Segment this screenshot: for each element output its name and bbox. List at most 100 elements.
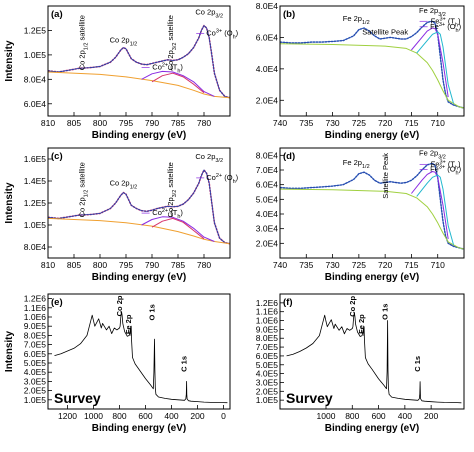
y-tick-label: 1.4E5 (24, 176, 46, 186)
x-tick-label: 715 (404, 118, 418, 128)
peak-annotation: Fe 2p3/2 (419, 148, 446, 160)
y-tick-label: 7.0E5 (256, 342, 278, 352)
peak-annotation: Co 2p (348, 296, 357, 317)
x-tick-label: 810 (41, 260, 55, 270)
y-tick-label: 4.0E4 (256, 209, 278, 219)
x-tick-label: 1200 (58, 411, 77, 421)
plot-frame (279, 147, 465, 259)
y-tick-label: 7.0E5 (24, 340, 46, 350)
x-tick-label: 400 (398, 411, 412, 421)
y-tick-label: 4.0E4 (256, 64, 278, 74)
x-tick-label: 715 (404, 260, 418, 270)
peak-annotation: Co 2p3/2 satellite (166, 162, 178, 217)
x-tick-label: 805 (67, 260, 81, 270)
x-tick-label: 780 (197, 260, 211, 270)
series-fit-1 (279, 20, 465, 109)
y-axis-label: Intensity (4, 331, 15, 373)
x-axis-label: Binding energy (eV) (92, 423, 186, 434)
plot-frame (47, 293, 231, 410)
y-tick-label: 4.0E5 (24, 367, 46, 377)
x-tick-label: 800 (112, 411, 126, 421)
y-tick-label: 1.2E6 (24, 294, 46, 304)
x-tick-label: 790 (145, 260, 159, 270)
y-tick-label: 2.0E4 (256, 238, 278, 248)
x-tick-label: 400 (164, 411, 178, 421)
x-tick-label: 720 (378, 118, 392, 128)
panel-label: (d) (283, 151, 295, 162)
y-tick-label: 1.0E6 (24, 312, 46, 322)
series-raw-0 (54, 311, 228, 404)
series-component-3 (141, 70, 215, 97)
peak-annotation: Co 2p1/2 satellite (77, 162, 89, 217)
y-tick-label: 9.0E5 (256, 324, 278, 334)
series-component-3 (411, 27, 449, 98)
y-tick-label: 1.1E6 (256, 307, 278, 317)
x-tick-label: 810 (41, 118, 55, 128)
peak-annotation: Co 2p (115, 295, 124, 316)
x-axis-label: Binding energy (eV) (325, 272, 419, 283)
y-axis-label: Intensity (4, 182, 15, 224)
panel-label: (f) (283, 297, 293, 308)
peak-annotation: Fe 2p (357, 314, 366, 334)
x-tick-label: 200 (190, 411, 204, 421)
y-tick-label: 8.0E4 (24, 74, 46, 84)
series-raw-0 (286, 312, 462, 404)
x-tick-label: 795 (119, 260, 133, 270)
y-tick-label: 6.0E4 (256, 180, 278, 190)
panel-label: (b) (283, 9, 295, 20)
x-tick-label: 725 (352, 260, 366, 270)
y-tick-label: 3.0E4 (256, 224, 278, 234)
panel-label: (c) (51, 151, 63, 162)
series-background-2 (47, 217, 231, 245)
y-tick-label: 1.0E5 (256, 395, 278, 405)
panel-d: 740 735 730 725 720 715 710 2.0E4 3.0E4 4.0E4 5.0E… (256, 147, 465, 283)
peak-annotation: Co 2p3/2 satellite (166, 15, 178, 70)
y-tick-label: 6.0E5 (24, 349, 46, 359)
x-tick-label: 805 (67, 118, 81, 128)
y-tick-label: 8.0E4 (24, 242, 46, 252)
y-tick-label: 4.0E5 (256, 369, 278, 379)
peak-annotation: Fe 2p (124, 314, 133, 334)
y-tick-label: 3.0E5 (24, 376, 46, 386)
y-tick-label: 2.0E5 (256, 386, 278, 396)
y-tick-label: 7.0E4 (256, 165, 278, 175)
x-tick-label: 800 (345, 411, 359, 421)
x-tick-label: 800 (93, 118, 107, 128)
y-tick-label: 8.0E4 (256, 150, 278, 160)
series-fit-1 (47, 169, 231, 245)
panel-label: (e) (51, 297, 63, 308)
panel-b: 740 735 730 725 720 715 710 2.0E4 4.0E4 6.0E4 8.0E… (256, 1, 465, 141)
y-tick-label: 5.0E5 (256, 360, 278, 370)
x-axis-label: Binding energy (eV) (325, 423, 419, 434)
series-component-4 (416, 31, 454, 104)
x-tick-label: 735 (299, 260, 313, 270)
y-tick-label: 2.0E5 (24, 386, 46, 396)
peak-annotation: Fe3+ (Oh) (430, 22, 462, 34)
peak-annotation: Satellite Peak (362, 27, 408, 36)
y-tick-label: 2.0E4 (256, 95, 278, 105)
series-raw-0 (47, 24, 231, 99)
series-component-3 (411, 171, 449, 239)
plot-frame (279, 293, 465, 410)
y-tick-label: 1.0E5 (24, 50, 46, 60)
peak-annotation: Fe 2p3/2 (419, 6, 446, 18)
x-tick-label: 740 (273, 260, 287, 270)
x-axis-label: Binding energy (eV) (325, 130, 419, 141)
x-axis-label: Binding energy (eV) (92, 130, 186, 141)
y-tick-label: 8.0E5 (256, 333, 278, 343)
y-tick-label: 1.0E5 (24, 220, 46, 230)
x-tick-label: 710 (431, 260, 445, 270)
y-tick-label: 1.0E6 (256, 316, 278, 326)
y-tick-label: 1.2E5 (24, 25, 46, 35)
y-tick-label: 1.0E5 (24, 395, 46, 405)
x-tick-label: 730 (325, 260, 339, 270)
peak-annotation: Fe 2p1/2 (343, 158, 370, 170)
plot-frame (47, 5, 231, 117)
x-tick-label: 735 (299, 118, 313, 128)
peak-annotation: Fe 2p1/2 (343, 14, 370, 26)
series-raw-0 (279, 162, 465, 250)
y-tick-label: 3.0E5 (256, 377, 278, 387)
y-tick-label: 6.0E4 (256, 32, 278, 42)
x-axis-label: Binding energy (eV) (92, 272, 186, 283)
x-tick-label: 720 (378, 260, 392, 270)
